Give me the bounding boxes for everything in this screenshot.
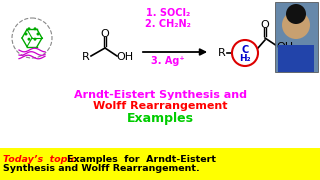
Text: O: O xyxy=(260,20,269,30)
Text: 3. Ag⁺: 3. Ag⁺ xyxy=(151,56,185,66)
Bar xyxy=(275,2,318,72)
Text: R: R xyxy=(82,52,90,62)
Text: H₂: H₂ xyxy=(239,53,251,62)
Bar xyxy=(0,148,320,180)
Text: OH: OH xyxy=(116,52,133,62)
Text: OH: OH xyxy=(276,42,293,52)
Circle shape xyxy=(25,33,28,35)
Text: Synthesis and Wolff Rearrangement.: Synthesis and Wolff Rearrangement. xyxy=(3,164,200,173)
Text: C: C xyxy=(241,45,249,55)
Circle shape xyxy=(34,38,36,41)
Text: 1. SOCl₂: 1. SOCl₂ xyxy=(146,8,190,18)
Text: 2. CH₂N₂: 2. CH₂N₂ xyxy=(145,19,191,29)
Text: Arndt-Eistert Synthesis and: Arndt-Eistert Synthesis and xyxy=(74,90,246,100)
Text: Wolff Rearrangement: Wolff Rearrangement xyxy=(93,101,227,111)
Circle shape xyxy=(282,11,310,39)
Circle shape xyxy=(286,4,306,24)
Text: Today’s  topic:: Today’s topic: xyxy=(3,155,80,164)
Circle shape xyxy=(34,27,36,30)
Text: Examples  for  Arndt-Eistert: Examples for Arndt-Eistert xyxy=(67,155,216,164)
Text: O: O xyxy=(100,29,109,39)
Circle shape xyxy=(28,27,30,30)
Bar xyxy=(278,45,314,72)
Circle shape xyxy=(36,33,39,35)
Circle shape xyxy=(28,38,30,41)
Text: Examples: Examples xyxy=(126,112,194,125)
Text: R: R xyxy=(218,48,226,58)
